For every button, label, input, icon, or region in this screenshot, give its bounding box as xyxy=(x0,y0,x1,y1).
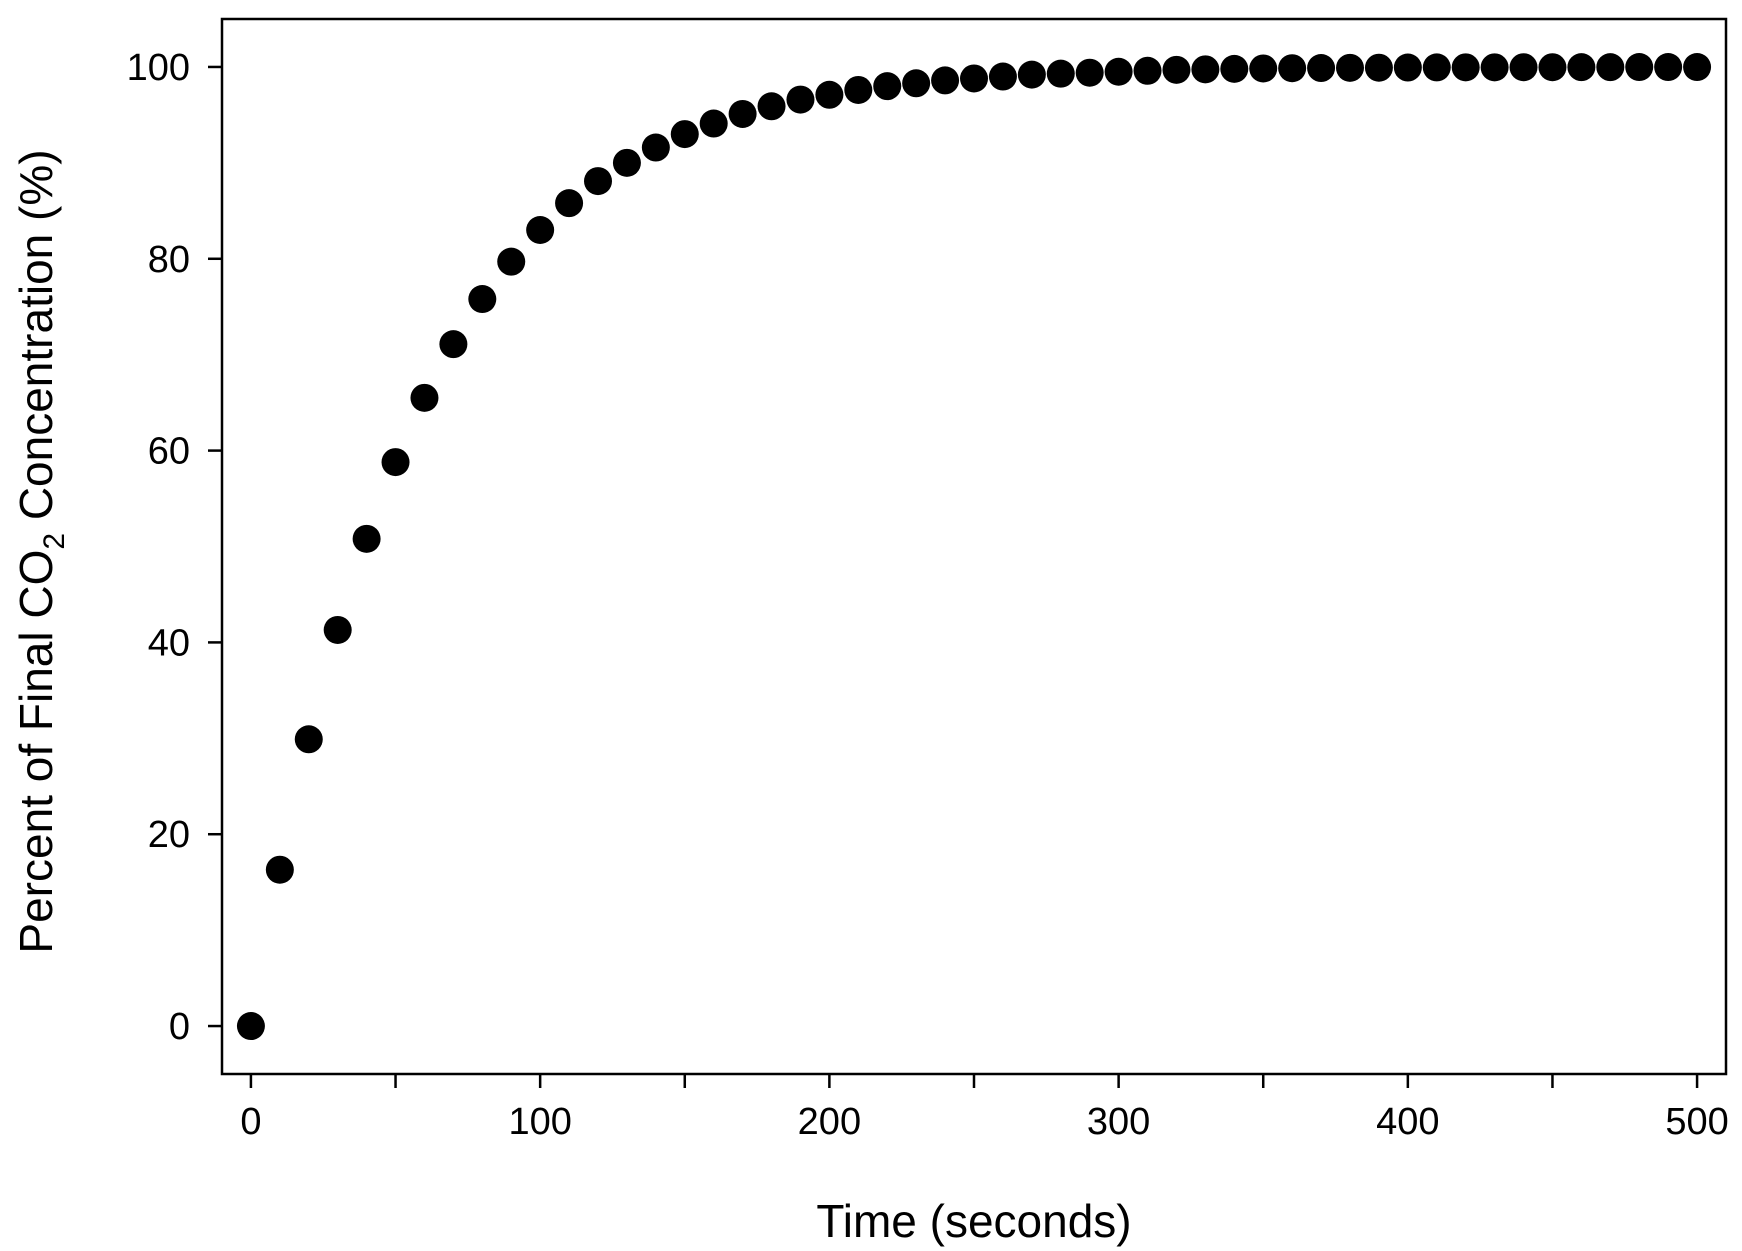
data-point xyxy=(323,615,352,644)
y-tick-label: 0 xyxy=(169,1006,190,1048)
data-point xyxy=(439,330,468,359)
data-point xyxy=(497,247,526,276)
data-point xyxy=(1451,53,1480,82)
x-tick-label: 400 xyxy=(1376,1101,1439,1143)
y-axis-title-suffix: Concentration (%) xyxy=(10,149,62,533)
data-point xyxy=(670,120,699,149)
data-point xyxy=(1017,60,1046,89)
data-point xyxy=(468,285,497,314)
data-point xyxy=(265,855,294,884)
data-point xyxy=(1393,53,1422,82)
x-tick-label: 0 xyxy=(240,1101,261,1143)
data-point xyxy=(410,383,439,412)
data-point xyxy=(815,80,844,109)
data-point xyxy=(1480,53,1509,82)
data-point xyxy=(1538,53,1567,82)
data-point xyxy=(988,62,1017,91)
data-point xyxy=(1336,53,1364,82)
data-point xyxy=(1364,53,1393,82)
data-point xyxy=(1162,55,1191,84)
x-tick-label: 100 xyxy=(508,1101,571,1143)
y-tick-label: 100 xyxy=(127,47,190,89)
data-point xyxy=(931,66,960,95)
data-point xyxy=(526,216,555,244)
x-axis-title: Time (seconds) xyxy=(816,1195,1131,1247)
y-tick-label: 60 xyxy=(148,431,190,473)
plot-frame xyxy=(220,17,1728,1076)
data-point xyxy=(1220,54,1249,83)
data-points xyxy=(236,53,1712,1041)
data-point xyxy=(873,72,902,101)
data-point xyxy=(1075,58,1104,87)
data-point xyxy=(960,64,988,93)
x-tick-label: 200 xyxy=(798,1101,861,1143)
y-tick-label: 20 xyxy=(148,814,190,856)
data-point xyxy=(757,92,786,121)
data-point xyxy=(1625,53,1654,82)
y-axis-title-prefix: Percent of Final CO xyxy=(10,550,62,954)
data-point xyxy=(1191,55,1220,84)
data-point xyxy=(1307,54,1336,83)
y-axis-title-subscript: 2 xyxy=(38,533,71,550)
x-tick-label: 300 xyxy=(1087,1101,1150,1143)
data-point xyxy=(584,167,612,196)
y-axis: 0 20 40 60 80 100 xyxy=(127,47,222,1048)
data-point xyxy=(352,524,381,553)
y-tick-label: 80 xyxy=(148,239,190,281)
data-point xyxy=(844,75,873,104)
data-point xyxy=(786,85,815,114)
data-point xyxy=(381,448,410,477)
data-point xyxy=(1422,53,1451,82)
data-point xyxy=(641,133,670,162)
data-point xyxy=(612,148,641,177)
data-point xyxy=(1104,57,1133,86)
data-point xyxy=(1683,53,1712,82)
data-point xyxy=(236,1012,265,1041)
data-point xyxy=(1046,59,1075,88)
data-point xyxy=(728,99,757,128)
x-axis: 0 100 200 300 400 500 xyxy=(240,1074,1729,1143)
y-axis-title: Percent of Final CO2 Concentration (%) xyxy=(10,149,71,953)
data-point xyxy=(1567,53,1596,82)
data-point xyxy=(699,109,728,138)
data-point xyxy=(1133,56,1162,85)
data-point xyxy=(902,69,931,98)
y-tick-label: 40 xyxy=(148,622,190,664)
data-point xyxy=(1596,53,1625,82)
x-tick-label: 500 xyxy=(1665,1101,1728,1143)
data-point xyxy=(294,725,323,754)
data-point xyxy=(555,189,584,218)
data-point xyxy=(1509,53,1538,82)
data-point xyxy=(1654,53,1683,82)
data-point xyxy=(1249,54,1278,83)
data-point xyxy=(1278,54,1307,83)
